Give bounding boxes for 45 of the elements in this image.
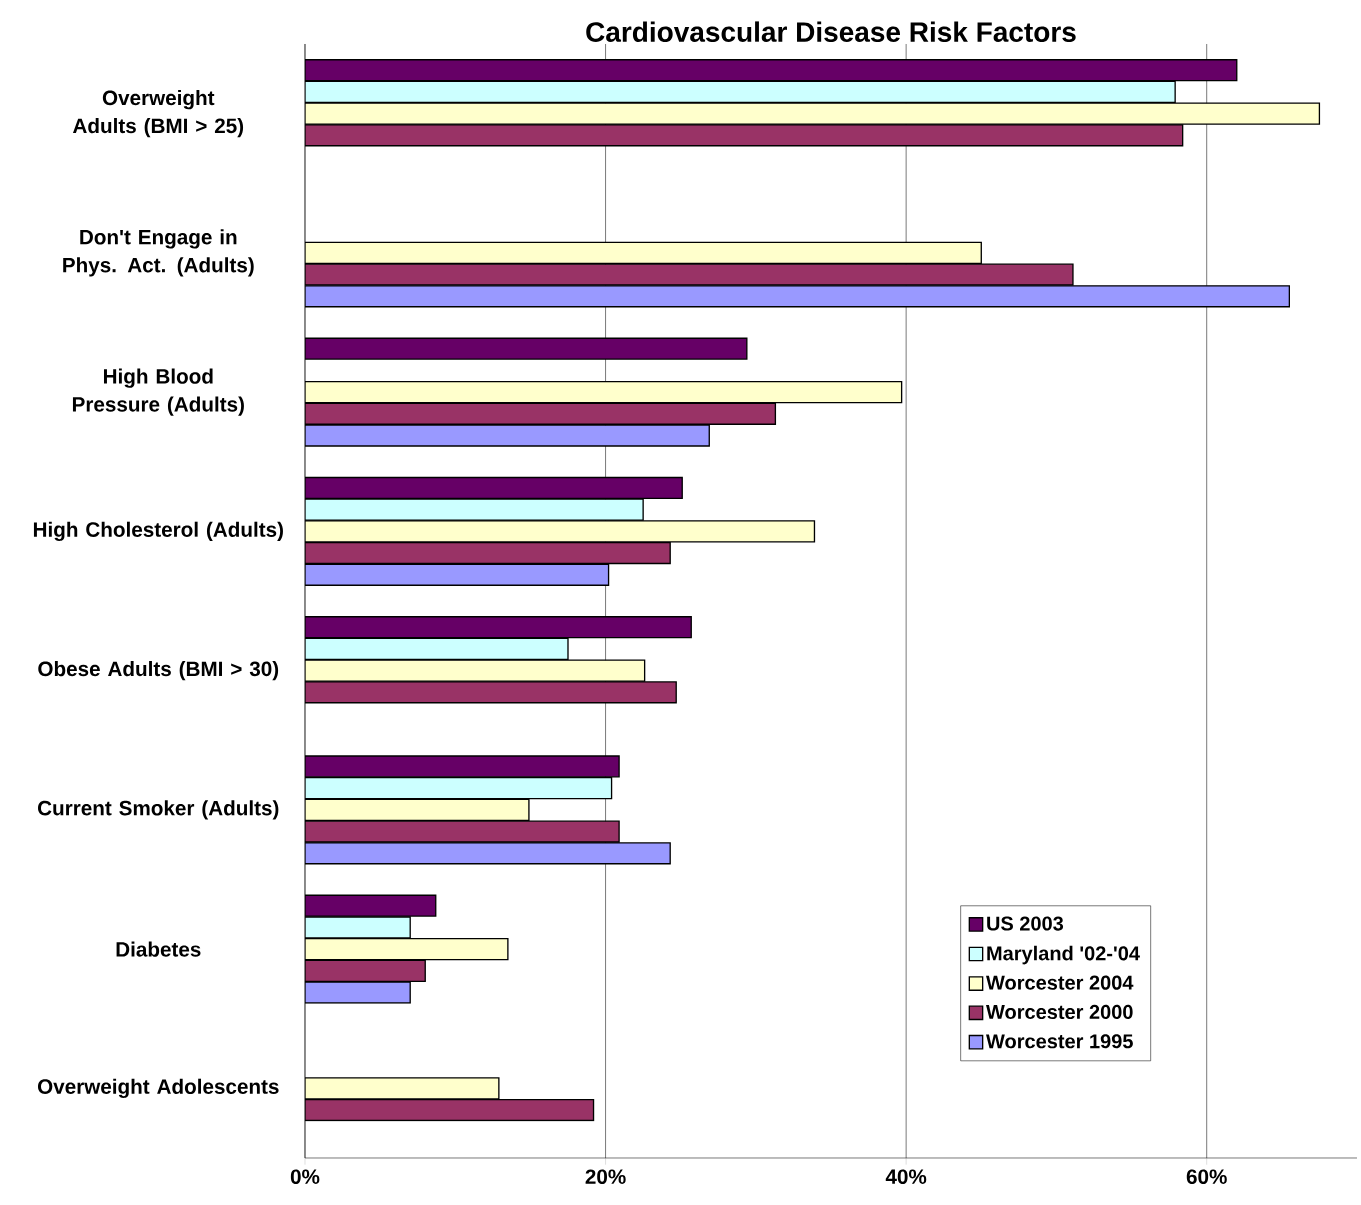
bar xyxy=(304,541,671,565)
bar xyxy=(304,102,1321,125)
legend-label: Worcester 2000 xyxy=(986,1004,1133,1020)
legend-label: Worcester 1995 xyxy=(986,1034,1133,1049)
x-tick-label: 60% xyxy=(1186,1169,1227,1185)
legend-label: Worcester 2004 xyxy=(986,975,1134,990)
bar xyxy=(304,1098,595,1122)
bar xyxy=(304,637,569,661)
y-tick-label: Overweight Adults (BMI > 25) xyxy=(72,89,244,138)
bar xyxy=(304,241,982,264)
legend-label: US 2003 xyxy=(987,916,1064,931)
bar xyxy=(304,520,816,543)
x-tick-label: 0% xyxy=(290,1169,320,1185)
y-tick-label: Don't Engage in Phys. Act. (Adults) xyxy=(63,229,254,277)
bar xyxy=(304,402,777,425)
bar xyxy=(304,124,1184,147)
bar xyxy=(304,659,646,682)
x-tick-label: 20% xyxy=(585,1169,626,1185)
bar xyxy=(304,916,411,939)
chart-title: Cardiovascular Disease Risk Factors xyxy=(586,21,1076,42)
bar xyxy=(304,263,1074,286)
bar xyxy=(304,755,620,778)
bar xyxy=(304,798,530,821)
bar xyxy=(304,498,644,521)
y-tick-label: Obese Adults (BMI > 30) xyxy=(38,660,279,681)
legend-label: Maryland '02-'04 xyxy=(987,945,1140,965)
bar xyxy=(304,59,1238,82)
bar xyxy=(304,938,509,961)
y-tick-label: Current Smoker (Adults) xyxy=(38,800,279,820)
bar xyxy=(304,381,903,404)
bar xyxy=(304,959,426,982)
bar xyxy=(304,337,748,360)
bar xyxy=(304,1077,500,1100)
bar xyxy=(304,616,692,639)
x-tick-label: 40% xyxy=(885,1169,927,1185)
y-tick-label: High Cholesterol (Adults) xyxy=(33,521,283,542)
bar xyxy=(304,894,437,917)
y-tick-label: Overweight Adolescents xyxy=(37,1078,279,1099)
y-tick-label: Diabetes xyxy=(116,941,201,957)
bar xyxy=(304,476,683,500)
bar xyxy=(304,820,620,843)
bar xyxy=(304,681,677,704)
bar xyxy=(304,777,613,800)
y-tick-label: High Blood Pressure (Adults) xyxy=(72,368,244,416)
bar xyxy=(304,80,1176,104)
